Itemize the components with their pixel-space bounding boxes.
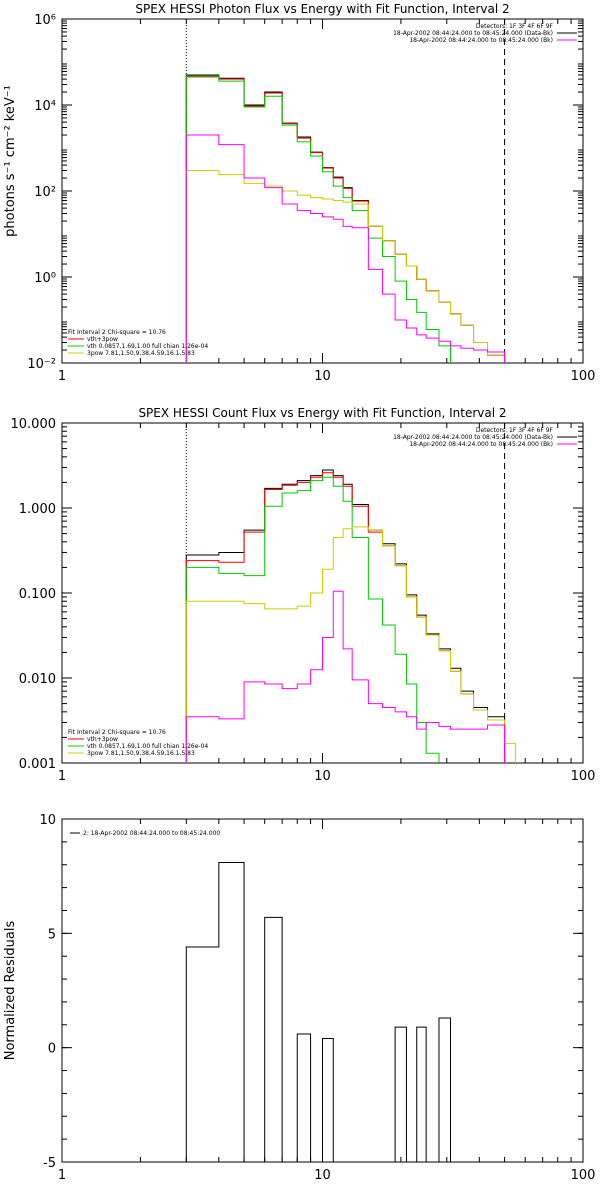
chart-title: SPEX HESSI Count Flux vs Energy with Fit… xyxy=(138,406,506,420)
series-line-4 xyxy=(185,134,506,363)
chart-title: SPEX HESSI Photon Flux vs Energy with Fi… xyxy=(135,2,509,16)
y-tick-label: 10.000 xyxy=(11,417,57,432)
legend-entry: vth 0.0857,1.69,1.00 full chian 1.26e-04 xyxy=(87,743,208,750)
series-line-0 xyxy=(185,861,451,1162)
legend-entry: 2: 18-Apr-2002 08:44:24.000 to 08:45:24.… xyxy=(83,830,220,837)
series-line-3 xyxy=(185,526,516,763)
x-tick-label: 10 xyxy=(314,369,331,384)
legend-entry: Fit Interval 2 Chi-square = 10.76 xyxy=(68,729,166,736)
x-tick-label: 10 xyxy=(314,769,331,784)
residuals-panel: 1 10 100 -5 0 5 10 Normalized Residuals 2: 18-Ap… xyxy=(3,813,596,1183)
series-line-2 xyxy=(185,476,440,763)
series-group xyxy=(185,861,451,1162)
legend-entry: 3pow 7.81,1.50,9.38,4.59,16.1,5.83 xyxy=(87,350,195,357)
x-tick-label: 1 xyxy=(58,369,66,384)
series-line-0 xyxy=(185,74,506,363)
series-line-3 xyxy=(185,169,506,363)
count-flux-panel: SPEX HESSI Count Flux vs Energy with Fit… xyxy=(11,406,596,784)
legend-entry: 18-Apr-2002 08:44:24.000 to 08:45:24.000… xyxy=(393,30,553,37)
series-group xyxy=(185,469,516,763)
y-axis-label: Normalized Residuals xyxy=(3,921,18,1061)
legend-entry: Fit Interval 2 Chi-square = 10.76 xyxy=(68,329,166,336)
y-tick-label: 1.000 xyxy=(19,502,56,517)
legend-entry: vth 0.0857,1.69,1.00 full chian 1.26e-04 xyxy=(87,343,208,350)
y-tick-label: 10 xyxy=(39,813,56,828)
series-group xyxy=(185,74,506,363)
series-line-0 xyxy=(185,469,506,763)
y-tick-label: 0 xyxy=(48,1042,56,1057)
legend-entry: vth+3pow xyxy=(87,336,118,343)
y-tick-label: 0.010 xyxy=(19,672,56,687)
y-axis-label: photons s⁻¹ cm⁻² keV⁻¹ xyxy=(3,85,18,237)
x-tick-label: 100 xyxy=(571,369,596,384)
legend-entry: Detectors: 1F 3F 4F 6F 9F xyxy=(476,427,554,434)
y-tick-label: 10⁶ xyxy=(34,13,56,28)
y-tick-label: 0.001 xyxy=(19,757,56,772)
series-line-4 xyxy=(185,590,506,763)
y-tick-label: 10⁰ xyxy=(34,271,56,286)
series-line-2 xyxy=(185,75,451,363)
x-tick-label: 1 xyxy=(58,769,66,784)
legend-entry: vth+3pow xyxy=(87,736,118,743)
legend-entry: 18-Apr-2002 08:44:24.000 to 08:45:24.000… xyxy=(393,434,553,441)
x-tick-label: 100 xyxy=(571,769,596,784)
legend-entry: 18-Apr-2002 08:44:24.000 to 08:45:24.000… xyxy=(409,37,553,44)
legend-entry: 18-Apr-2002 08:44:24.000 to 08:45:24.000… xyxy=(409,441,553,448)
y-tick-label: 10² xyxy=(34,185,56,200)
legend-entry: Detectors: 1F 3F 4F 6F 9F xyxy=(476,23,554,30)
legend-entry: 3pow 7.81,1.50,9.38,4.59,16.1,5.83 xyxy=(87,750,195,757)
y-tick-label: -5 xyxy=(43,1156,56,1171)
x-tick-label: 100 xyxy=(571,1168,596,1183)
y-tick-label: 10⁴ xyxy=(34,99,56,114)
x-tick-label: 1 xyxy=(58,1168,66,1183)
y-tick-label: 5 xyxy=(48,927,56,942)
series-line-1 xyxy=(185,472,506,763)
series-line-1 xyxy=(185,76,506,363)
y-tick-label: 10⁻² xyxy=(27,357,56,372)
x-tick-label: 10 xyxy=(314,1168,331,1183)
y-tick-label: 0.100 xyxy=(19,587,56,602)
photon-flux-panel: SPEX HESSI Photon Flux vs Energy with Fi… xyxy=(3,2,595,384)
